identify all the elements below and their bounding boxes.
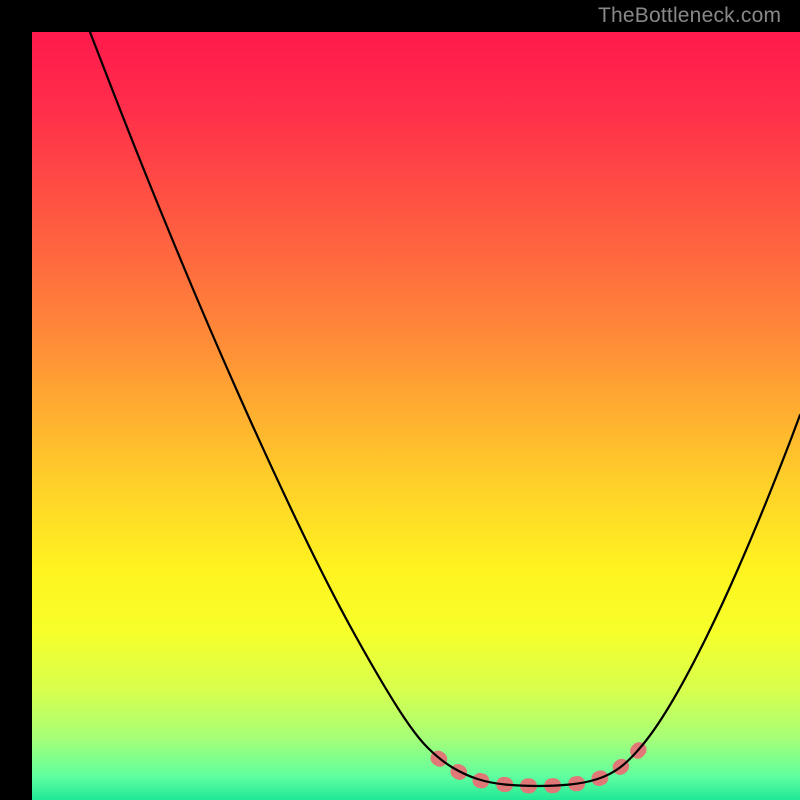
gradient-background (32, 32, 800, 800)
bottleneck-curve (90, 32, 800, 786)
frame-left (0, 0, 32, 800)
bottleneck-chart: TheBottleneck.com (0, 0, 800, 800)
watermark-text: TheBottleneck.com (598, 4, 781, 28)
valley-marker (438, 737, 650, 786)
chart-svg (0, 0, 800, 800)
